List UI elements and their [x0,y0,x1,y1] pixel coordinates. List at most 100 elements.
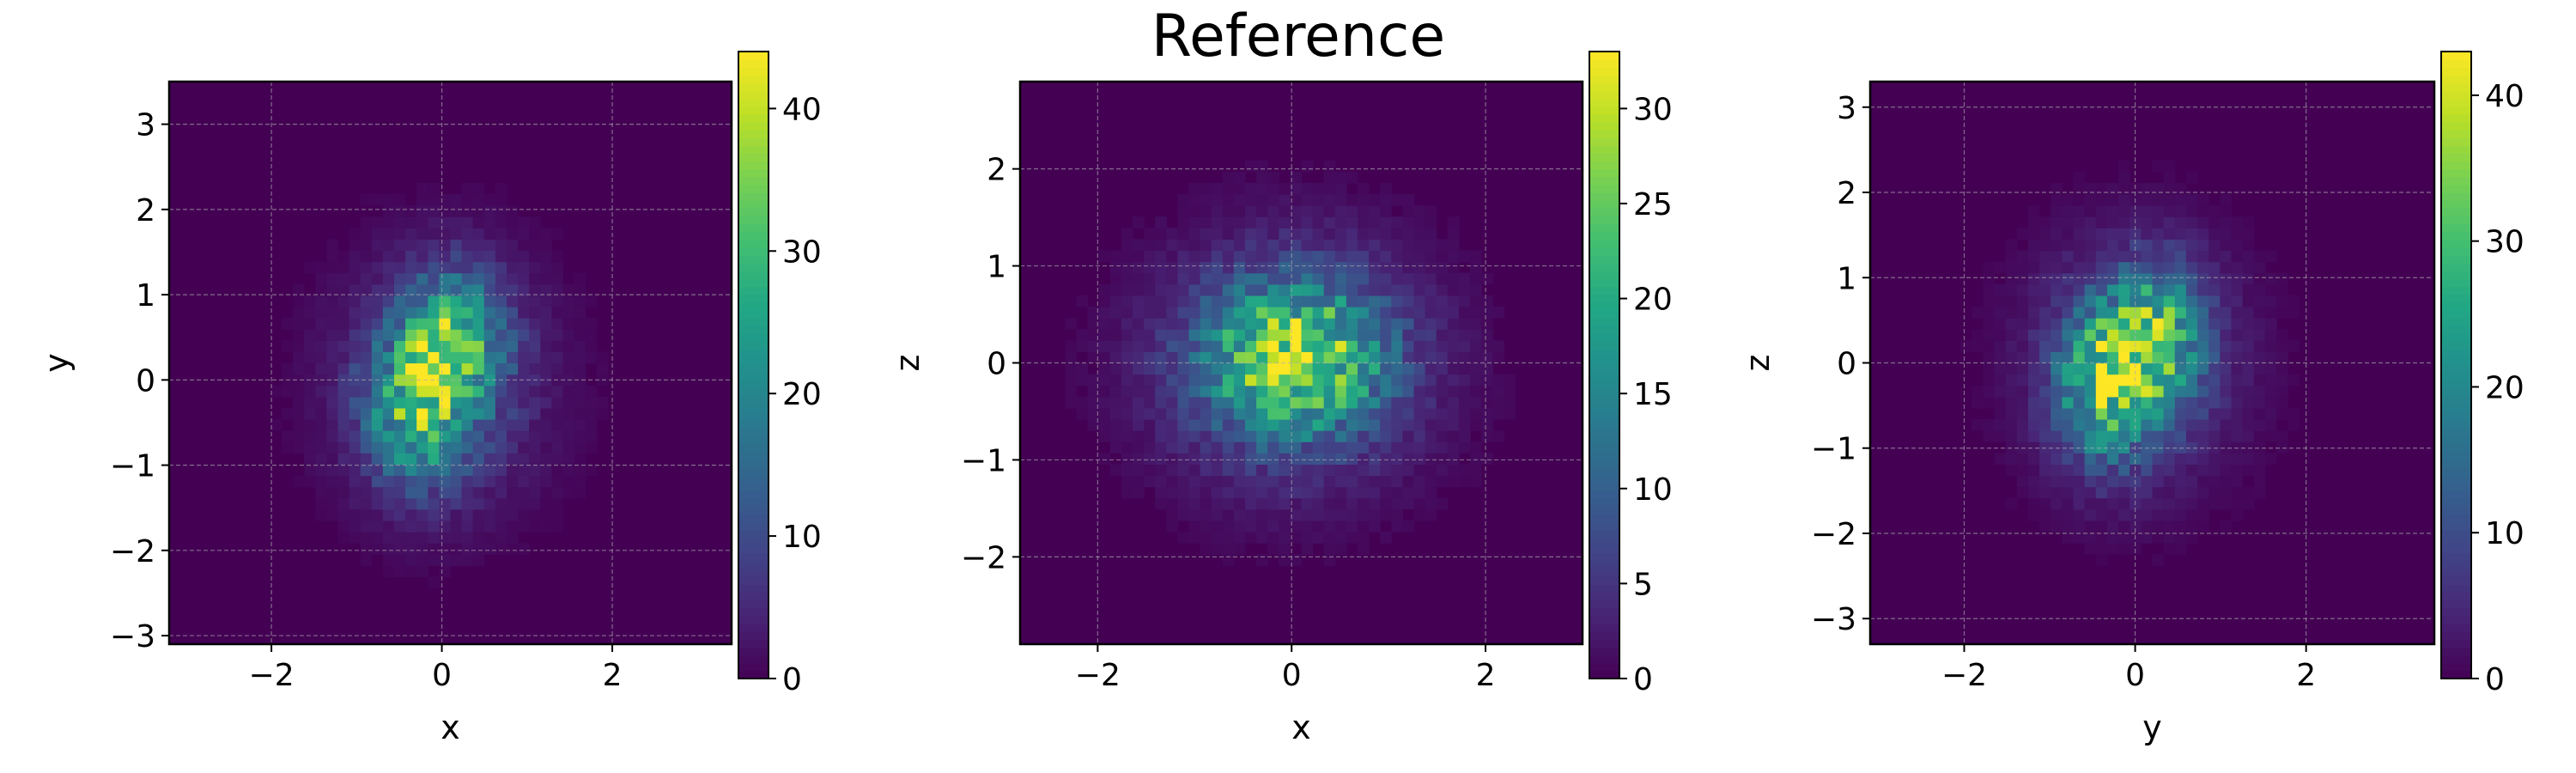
colorbar-segment [1589,255,1619,264]
heatmap-cell [540,407,552,420]
heatmap-cell [2174,486,2187,499]
heatmap-cell [1369,374,1381,386]
heatmap-cell [1447,283,1460,296]
heatmap-cell [1177,441,1190,453]
colorbar-segment [2441,168,2471,178]
heatmap-cell [1267,261,1279,274]
heatmap-cell [2197,441,2209,453]
heatmap-cell [2253,453,2266,465]
heatmap-cell [2185,239,2198,252]
heatmap-cell [562,419,575,431]
heatmap-cell [382,329,395,341]
colorbar-segment [738,137,769,147]
heatmap-cell [1413,250,1426,263]
heatmap-cell [2197,318,2209,330]
heatmap-cell [2005,419,2018,431]
heatmap-cell [1166,239,1178,252]
heatmap-cell [428,453,440,465]
grid-lines [1870,82,2434,644]
heatmap-cell [1233,295,1246,307]
heatmap-cell [326,239,339,252]
heatmap-cell [1177,329,1190,341]
heatmap-cell [1155,216,1167,228]
heatmap-cell [1323,520,1336,533]
heatmap-cell [1155,497,1167,510]
colorbar-tick-label: 0 [1633,662,1653,697]
heatmap-cell [1256,182,1268,195]
heatmap-cell [1334,407,1347,420]
heatmap-cell [1177,272,1190,285]
heatmap-cell [1323,396,1336,409]
heatmap-cell [1334,430,1347,442]
heatmap-cell [2039,464,2051,477]
heatmap-cell [2095,307,2108,319]
heatmap-cell [483,532,496,544]
heatmap-cell [2118,228,2130,240]
heatmap-cell [439,205,452,217]
colorbar-segment [738,545,769,554]
heatmap-cell [2062,307,2075,319]
heatmap-cell [1346,497,1358,510]
heatmap-cell [1166,407,1178,420]
heatmap-cell [337,475,350,488]
heatmap-cell [1144,340,1156,352]
heatmap-cell [2163,307,2176,319]
colorbar-segment [1589,130,1619,138]
y-tick-label: 1 [136,278,155,313]
heatmap-cell [2050,441,2063,453]
heatmap-cell [1200,362,1212,375]
heatmap-cell [2095,228,2108,240]
heatmap-cell [518,407,530,420]
heatmap-cell [2118,239,2130,252]
heatmap-cell [1470,340,1482,352]
heatmap-cell [2163,385,2176,398]
heatmap-cell [1413,464,1426,477]
heatmap-cell [270,419,283,431]
heatmap-cell [2276,307,2288,319]
heatmap-cell [1133,351,1145,364]
colorbar-segment [2441,624,2471,632]
heatmap-cell [1447,216,1460,228]
heatmap-cell [461,295,474,307]
heatmap-cell [2073,532,2086,544]
colorbar-segment [738,231,769,240]
heatmap-cell [1155,486,1167,499]
heatmap-cell [304,407,316,420]
heatmap-cell [1447,307,1460,319]
heatmap-cell [1155,385,1167,398]
heatmap-cell [439,508,452,521]
heatmap-cell [1233,318,1246,330]
colorbar-segment [2441,529,2471,539]
heatmap-cell [1334,441,1347,453]
heatmap-cell [2163,250,2176,263]
colorbar-tick-label: 0 [782,662,802,697]
heatmap-cell [1222,182,1235,195]
heatmap-cell [439,396,452,409]
heatmap-cell [282,407,294,420]
heatmap-cell [1369,272,1381,285]
heatmap-cell [315,329,327,341]
y-tick-label: −1 [961,443,1006,478]
heatmap-cell [2039,329,2051,341]
heatmap-cell [1346,171,1358,184]
heatmap-cell [450,453,463,465]
heatmap-cell [1155,464,1167,477]
heatmap-cell [596,407,609,420]
heatmap-cell [1425,318,1437,330]
heatmap-cell [1391,250,1403,263]
heatmap-cell [2152,407,2165,420]
colorbar-segment [738,482,769,491]
heatmap-cell [1402,396,1415,409]
colorbar-segment [2441,545,2471,554]
heatmap-cell [2185,532,2198,544]
heatmap-cell [1436,239,1449,252]
heatmap-cell [2062,340,2075,352]
colorbar-segment [738,318,769,326]
colorbar-segment [1589,506,1619,514]
heatmap-cell [2084,272,2097,285]
heatmap-cell [439,419,452,431]
heatmap-cell [2062,419,2075,431]
colorbar-segment [1589,231,1619,240]
heatmap-cell [405,239,417,252]
heatmap-cell [1436,497,1449,510]
